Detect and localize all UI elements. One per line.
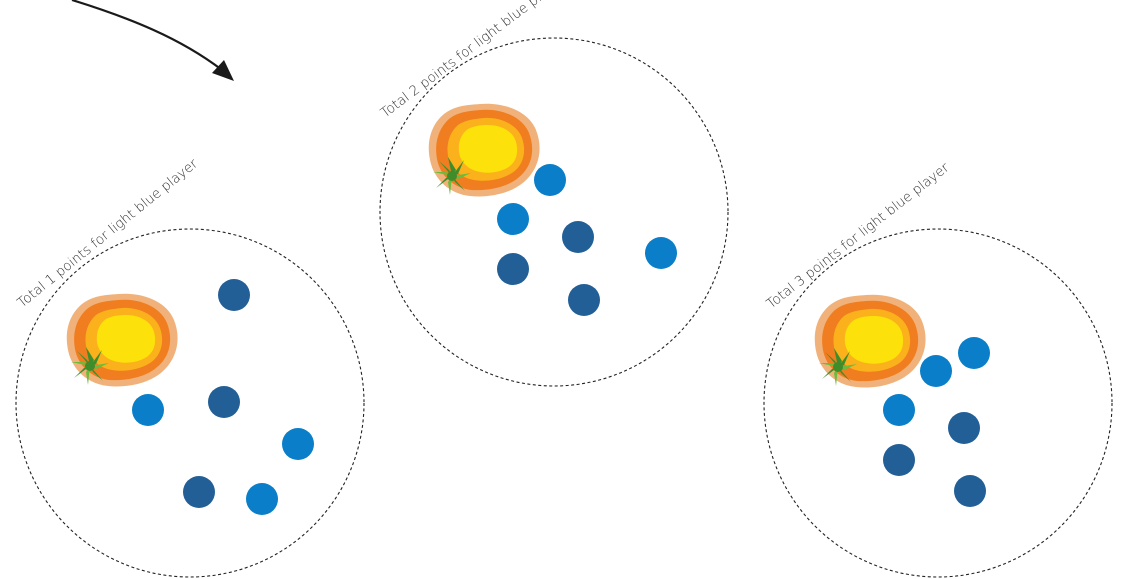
light-blue-player-piece	[282, 428, 314, 460]
dark-blue-player-piece	[183, 476, 215, 508]
scoring-group-1: Total 1 points for light blue player	[14, 156, 365, 578]
group-boundary	[15, 228, 365, 578]
light-blue-player-piece	[534, 164, 566, 196]
dark-blue-player-piece	[948, 412, 980, 444]
light-blue-player-piece	[246, 483, 278, 515]
pineapple-icon	[814, 294, 926, 388]
group-boundary	[763, 228, 1113, 578]
light-blue-player-piece	[920, 355, 952, 387]
group-score-label: Total 2 points for light blue player	[378, 0, 569, 121]
pineapple-icon	[66, 293, 178, 387]
group-score-label: Total 3 points for light blue player	[764, 160, 953, 313]
scoring-group-3: Total 3 points for light blue player	[763, 160, 1113, 578]
group-boundary	[379, 37, 729, 387]
dark-blue-player-piece	[562, 221, 594, 253]
dark-blue-player-piece	[883, 444, 915, 476]
dark-blue-player-piece	[497, 253, 529, 285]
group-score-label: Total 1 points for light blue player	[14, 156, 201, 312]
pineapple-icon	[428, 103, 540, 197]
light-blue-player-piece	[497, 203, 529, 235]
light-blue-player-piece	[132, 394, 164, 426]
dark-blue-player-piece	[208, 386, 240, 418]
dark-blue-player-piece	[954, 475, 986, 507]
light-blue-player-piece	[958, 337, 990, 369]
scoring-group-2: Total 2 points for light blue player	[378, 0, 729, 387]
dark-blue-player-piece	[568, 284, 600, 316]
dark-blue-player-piece	[218, 279, 250, 311]
curved-arrow-icon	[71, 0, 234, 81]
light-blue-player-piece	[883, 394, 915, 426]
light-blue-player-piece	[645, 237, 677, 269]
